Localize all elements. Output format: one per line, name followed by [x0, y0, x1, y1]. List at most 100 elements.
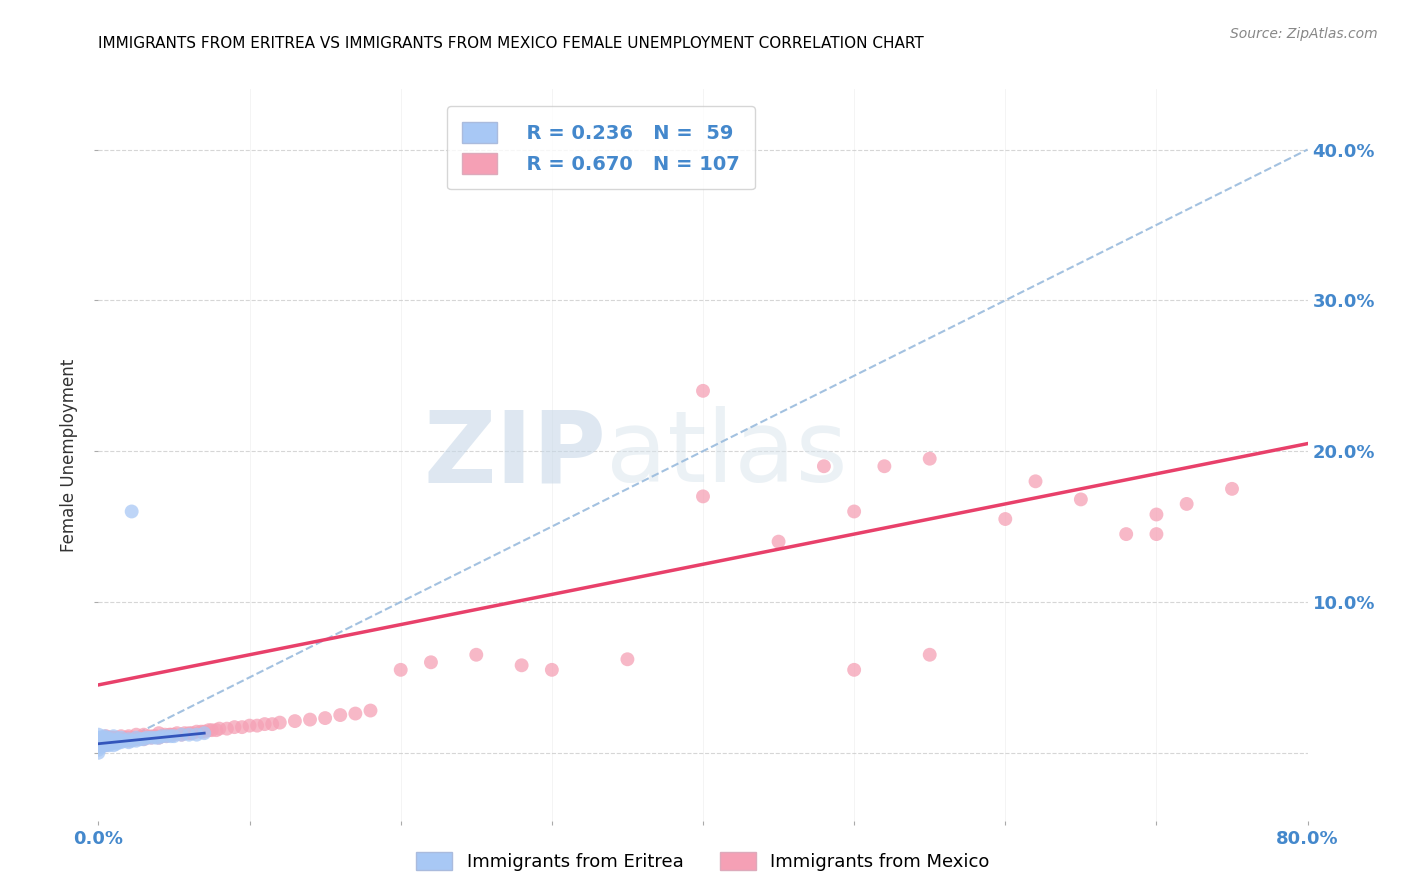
- Point: [163, 729, 186, 743]
- Point: [112, 732, 135, 747]
- Point: [284, 714, 307, 728]
- Point: [93, 731, 115, 745]
- Point: [510, 658, 533, 673]
- Point: [128, 731, 150, 745]
- Point: [186, 724, 208, 739]
- Point: [329, 708, 352, 723]
- Point: [114, 732, 136, 747]
- Point: [1144, 508, 1167, 522]
- Point: [132, 732, 155, 747]
- Point: [103, 729, 125, 743]
- Point: [1115, 527, 1137, 541]
- Text: atlas: atlas: [606, 407, 848, 503]
- Point: [269, 715, 291, 730]
- Point: [94, 733, 117, 747]
- Point: [90, 737, 112, 751]
- Point: [87, 739, 110, 754]
- Point: [96, 737, 118, 751]
- Point: [224, 720, 246, 734]
- Point: [115, 731, 138, 745]
- Point: [91, 732, 114, 747]
- Y-axis label: Female Unemployment: Female Unemployment: [60, 359, 79, 551]
- Point: [104, 735, 127, 749]
- Point: [692, 489, 714, 503]
- Point: [692, 384, 714, 398]
- Point: [118, 729, 141, 743]
- Point: [98, 731, 121, 745]
- Point: [93, 735, 115, 749]
- Text: Source: ZipAtlas.com: Source: ZipAtlas.com: [1230, 27, 1378, 41]
- Point: [118, 733, 141, 747]
- Point: [94, 729, 117, 743]
- Point: [844, 663, 866, 677]
- Point: [100, 731, 122, 745]
- Point: [125, 728, 148, 742]
- Point: [91, 735, 114, 749]
- Point: [90, 732, 112, 747]
- Point: [91, 731, 114, 745]
- Point: [1070, 492, 1092, 507]
- Point: [100, 732, 122, 747]
- Point: [918, 648, 941, 662]
- Point: [121, 733, 143, 747]
- Point: [89, 735, 111, 749]
- Point: [190, 724, 212, 739]
- Point: [90, 739, 112, 754]
- Point: [159, 728, 181, 742]
- Point: [132, 728, 155, 742]
- Point: [1220, 482, 1243, 496]
- Point: [813, 459, 835, 474]
- Point: [100, 735, 122, 749]
- Point: [121, 732, 143, 747]
- Point: [100, 737, 122, 751]
- Point: [873, 459, 896, 474]
- Point: [101, 735, 124, 749]
- Point: [108, 732, 131, 747]
- Point: [98, 738, 121, 752]
- Point: [136, 729, 159, 743]
- Point: [96, 731, 118, 745]
- Point: [105, 735, 128, 749]
- Point: [145, 731, 167, 745]
- Point: [360, 704, 382, 718]
- Point: [103, 731, 125, 745]
- Point: [98, 733, 121, 747]
- Point: [197, 723, 219, 738]
- Point: [160, 729, 183, 743]
- Point: [262, 717, 284, 731]
- Point: [110, 731, 132, 745]
- Point: [121, 504, 143, 518]
- Point: [141, 731, 163, 745]
- Point: [87, 731, 110, 745]
- Point: [129, 732, 152, 747]
- Point: [125, 733, 148, 747]
- Point: [148, 731, 170, 745]
- Point: [173, 726, 195, 740]
- Point: [1175, 497, 1198, 511]
- Point: [135, 731, 157, 745]
- Point: [215, 722, 238, 736]
- Point: [87, 738, 110, 752]
- Point: [208, 722, 231, 736]
- Point: [91, 737, 114, 751]
- Point: [103, 735, 125, 749]
- Point: [239, 718, 262, 732]
- Point: [89, 738, 111, 752]
- Point: [93, 729, 115, 743]
- Point: [148, 726, 170, 740]
- Point: [94, 731, 117, 745]
- Point: [87, 743, 110, 757]
- Point: [163, 728, 186, 742]
- Point: [110, 729, 132, 743]
- Point: [101, 735, 124, 749]
- Point: [104, 733, 127, 747]
- Point: [125, 732, 148, 747]
- Point: [129, 731, 152, 745]
- Point: [132, 732, 155, 747]
- Point: [87, 746, 110, 760]
- Point: [87, 737, 110, 751]
- Point: [153, 728, 176, 742]
- Point: [170, 728, 193, 742]
- Point: [94, 735, 117, 749]
- Point: [118, 735, 141, 749]
